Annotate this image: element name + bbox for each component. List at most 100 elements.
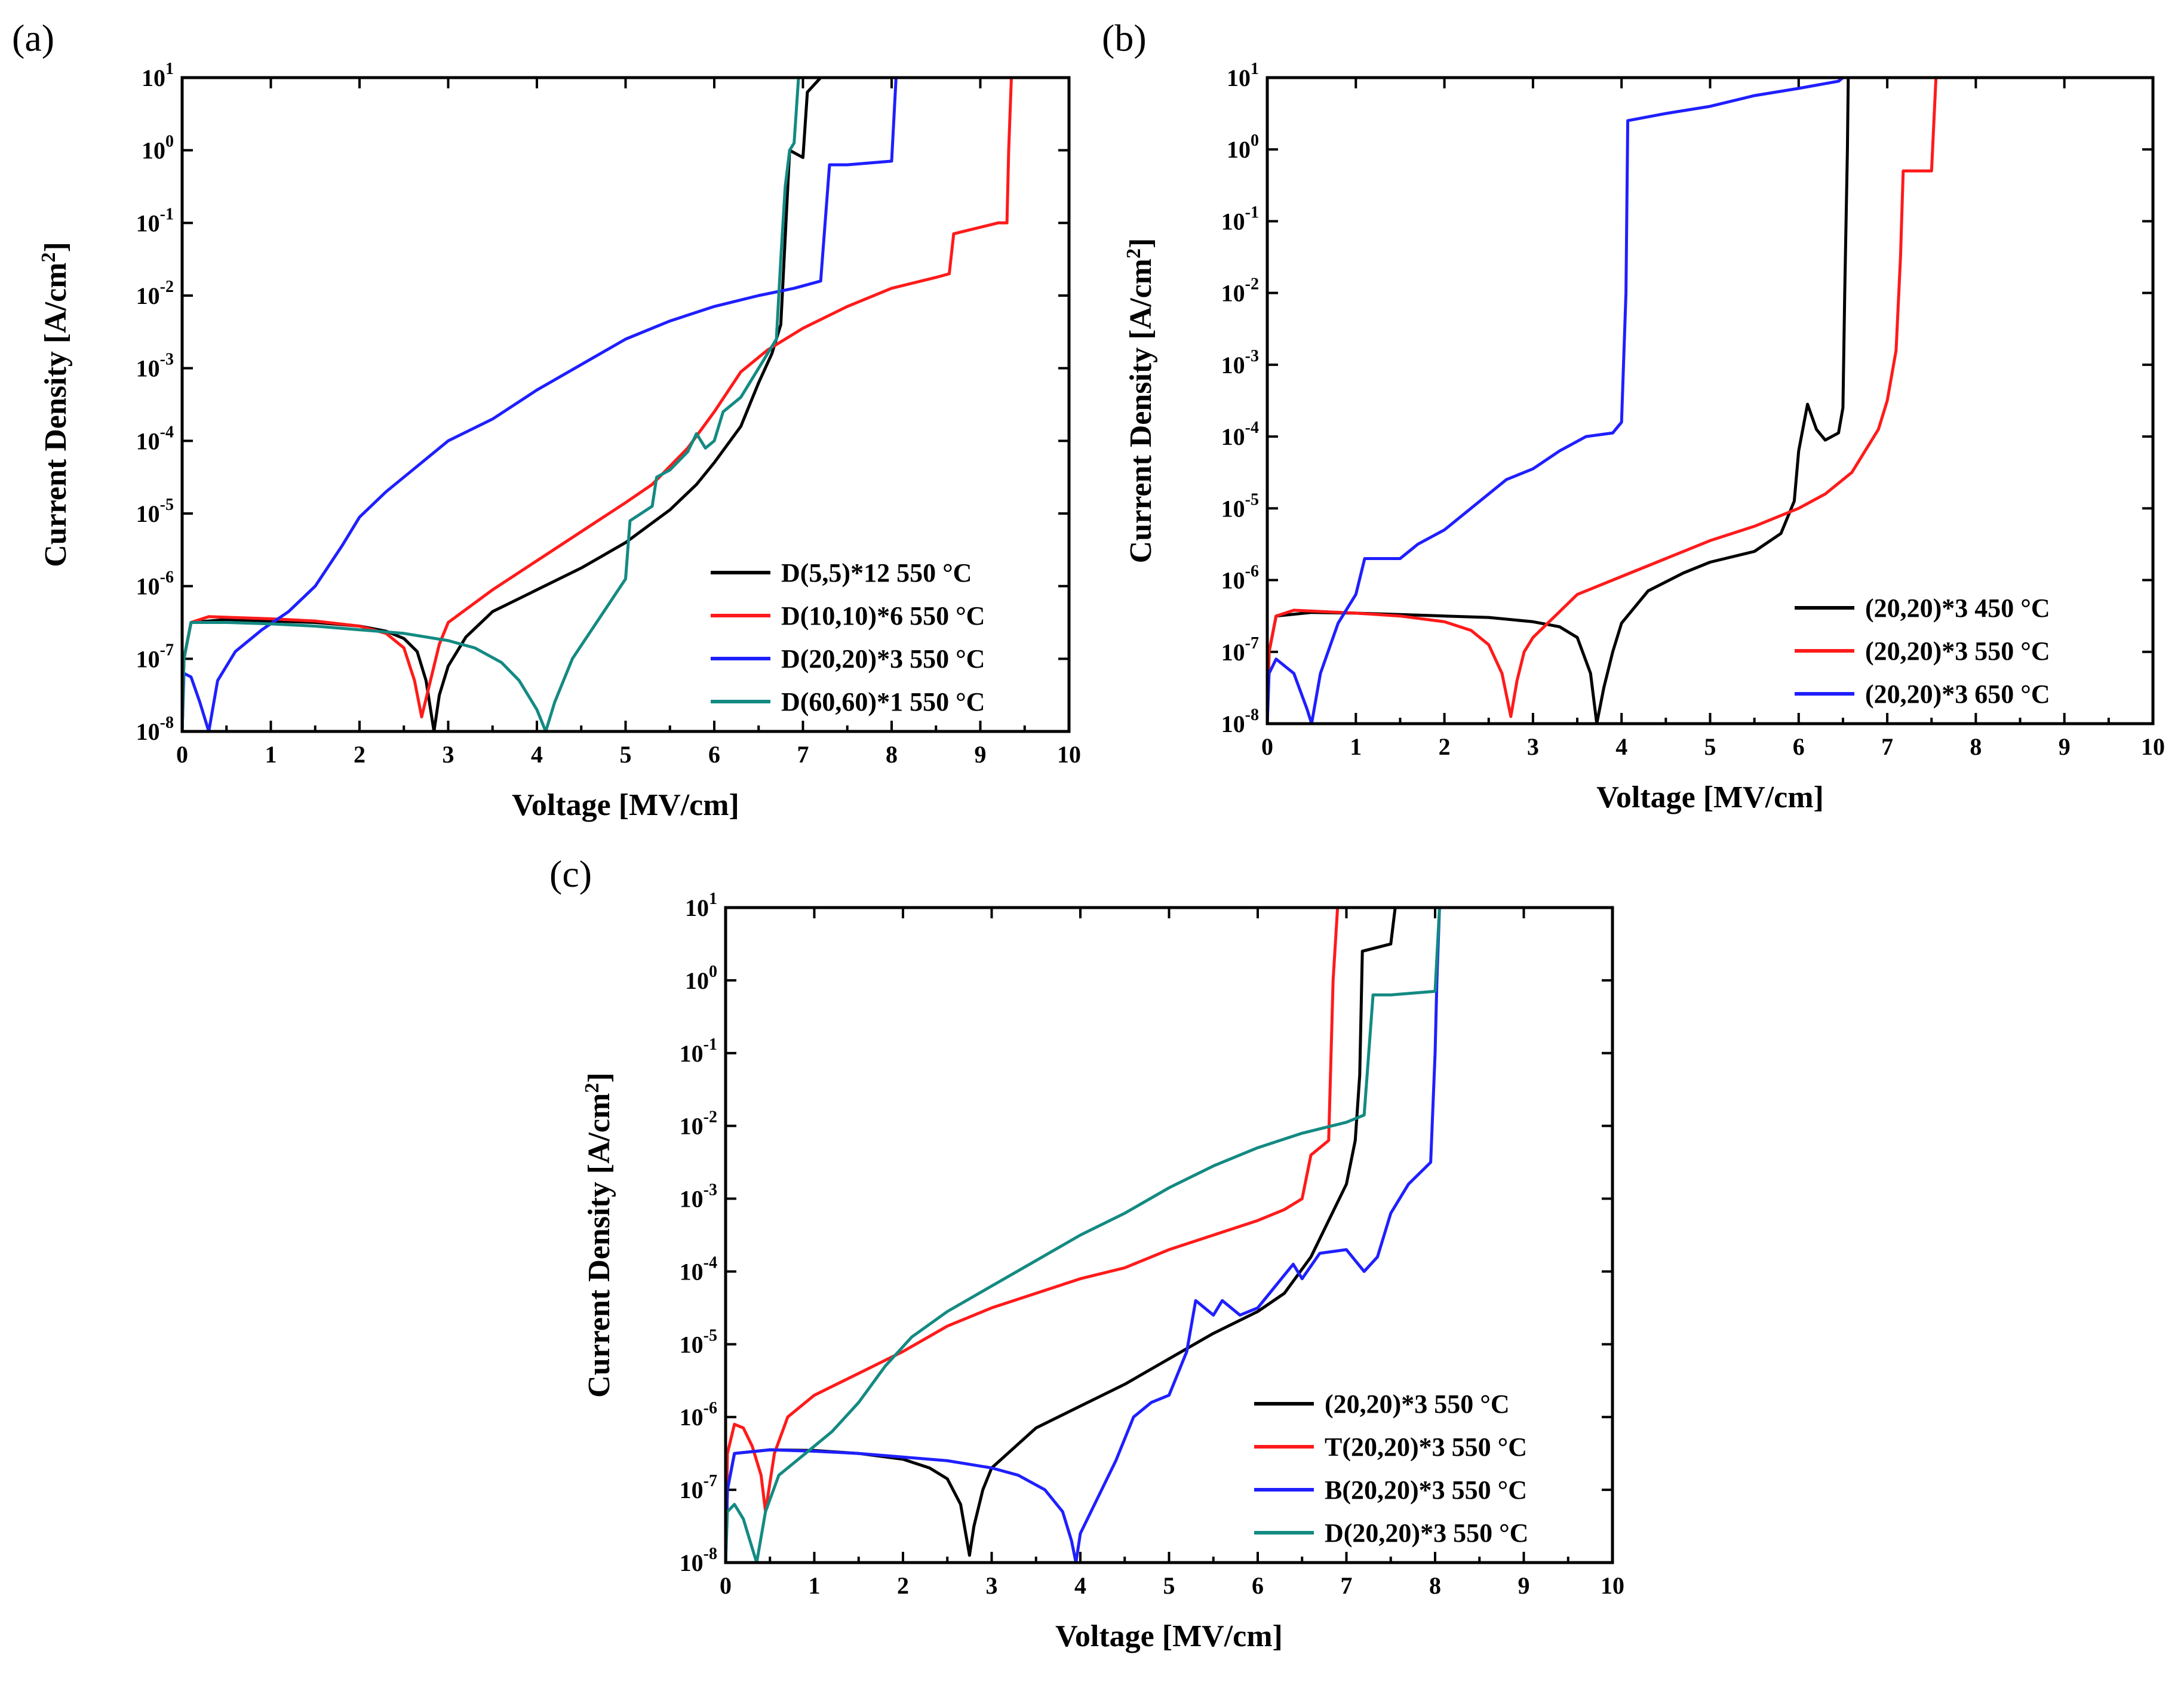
panel-a-y-tick-label--4: 10-4: [136, 423, 174, 454]
panel-c-x-tick-label-3: 3: [986, 1572, 998, 1599]
panel-c-legend-label-2: T(20,20)*3 550 °C: [1325, 1432, 1527, 1462]
panel-a-x-tick-label-7: 7: [797, 741, 809, 768]
panel-a-y-tick-label-1: 101: [142, 60, 174, 91]
panel-a-ticks: 0 1 2 3 4 5 6 7 8 9 10 101 100 10-1 10-2 10-3 10-4 10-5 10…: [136, 60, 1081, 768]
panel-c-x-tick-label-9: 9: [1518, 1572, 1530, 1599]
panel-a-y-tick-label--2: 10-2: [136, 278, 174, 309]
panel-a-y-tick-label--6: 10-6: [136, 568, 174, 600]
panel-c-y-tick-label--3: 10-3: [680, 1181, 717, 1213]
panel-a-series-4-line: [180, 76, 804, 733]
panel-c-y-tick-label--6: 10-6: [680, 1399, 717, 1431]
panel-b-y-tick-label--1: 10-1: [1221, 203, 1259, 235]
panel-b-legend-label-3: (20,20)*3 650 °C: [1865, 679, 2050, 709]
panel-c-x-tick-label-4: 4: [1074, 1572, 1086, 1599]
panel-a-y-tick-label--1: 10-1: [136, 205, 174, 236]
panel-c-series-2-line: [724, 906, 1340, 1564]
panel-b-y-tick-label--7: 10-7: [1221, 634, 1259, 666]
panel-a-series-2-line: [180, 76, 1018, 733]
panel-c-y-tick-label--7: 10-7: [680, 1472, 717, 1503]
panel-b-y-tick-label-1: 101: [1227, 60, 1259, 91]
panel-b-x-tick-label-5: 5: [1704, 733, 1716, 760]
panel-b-y-tick-label--8: 10-8: [1221, 706, 1259, 737]
panel-a-y-tick-label--3: 10-3: [136, 350, 174, 382]
panel-a-x-tick-label-4: 4: [531, 741, 543, 768]
panel-a-x-tick-label-6: 6: [708, 741, 720, 768]
panel-c-y-tick-label--4: 10-4: [680, 1253, 717, 1285]
panel-b-frame: [1265, 76, 2155, 725]
panel-a-x-tick-label-3: 3: [443, 741, 454, 768]
panel-label-b: (b): [1102, 17, 1147, 59]
panel-b-x-tick-label-0: 0: [1261, 733, 1273, 760]
panel-c-series-4-line: [724, 906, 1446, 1564]
panel-b: (b) 0 1 2 3 4 5 6 7 8 9 10 101 100 10-1 10-2 10-3 10-4 10…: [1102, 17, 2165, 814]
panel-a-x-axis-title: Voltage [MV/cm]: [512, 788, 739, 822]
panel-b-x-tick-label-2: 2: [1439, 733, 1451, 760]
panel-b-legend: (20,20)*3 450 °C (20,20)*3 550 °C (20,20)*…: [1795, 594, 2050, 709]
panel-a-x-tick-label-2: 2: [354, 741, 365, 768]
panel-b-x-tick-label-1: 1: [1350, 733, 1362, 760]
panel-a-legend-label-2: D(10,10)*6 550 °C: [781, 601, 985, 631]
panel-label-c: (c): [549, 853, 592, 895]
panel-c-y-tick-label--2: 10-2: [680, 1108, 717, 1140]
panel-c-x-tick-label-0: 0: [720, 1572, 732, 1599]
panel-b-series-1-line: [1265, 76, 1850, 725]
panel-c-legend-label-4: D(20,20)*3 550 °C: [1325, 1518, 1528, 1548]
panel-c-x-tick-label-7: 7: [1341, 1572, 1353, 1599]
panel-c-series-3-line: [724, 906, 1441, 1564]
panel-a-y-tick-label--5: 10-5: [136, 496, 174, 527]
panel-a-y-axis-title: Current Density [A/cm2]: [38, 242, 73, 567]
panel-b-x-tick-label-7: 7: [1881, 733, 1893, 760]
panel-a-series-1-line: [180, 76, 827, 733]
panel-b-y-tick-label--3: 10-3: [1221, 347, 1259, 379]
panel-c-legend-label-3: B(20,20)*3 550 °C: [1325, 1475, 1527, 1505]
panel-c-y-tick-label-0: 100: [685, 963, 717, 994]
panel-b-legend-label-1: (20,20)*3 450 °C: [1865, 594, 2050, 623]
panel-c-legend-label-1: (20,20)*3 550 °C: [1325, 1389, 1510, 1419]
panel-b-series: [1265, 76, 1938, 725]
panel-a-legend-label-4: D(60,60)*1 550 °C: [781, 687, 985, 717]
panel-a-frame: [180, 76, 1071, 733]
panel-c-x-tick-label-5: 5: [1163, 1572, 1175, 1599]
panel-b-x-tick-label-10: 10: [2141, 733, 2165, 760]
panel-c-x-tick-label-8: 8: [1429, 1572, 1441, 1599]
panel-b-y-tick-label--5: 10-5: [1221, 490, 1259, 522]
panel-c-series-1-line: [724, 906, 1397, 1564]
panel-a-x-tick-label-9: 9: [975, 741, 987, 768]
panel-c-x-tick-label-1: 1: [809, 1572, 821, 1599]
panel-a-legend-label-3: D(20,20)*3 550 °C: [781, 644, 985, 674]
panel-b-y-tick-label--4: 10-4: [1221, 419, 1259, 450]
panel-a: (a) 0 1 2 3 4 5 6 7 8 9 10 101 100 10-1 10-2 10-3 10-4 10…: [12, 17, 1081, 822]
panel-c-x-axis-title: Voltage [MV/cm]: [1055, 1619, 1283, 1653]
panel-b-y-tick-label--6: 10-6: [1221, 562, 1259, 594]
panel-b-x-tick-label-4: 4: [1615, 733, 1627, 760]
panel-c-x-tick-label-10: 10: [1601, 1572, 1624, 1599]
panel-b-y-axis-title: Current Density [A/cm2]: [1123, 238, 1158, 564]
panel-c-series: [724, 906, 1446, 1564]
panel-a-series-3-line: [180, 76, 902, 733]
panel-c-y-tick-label-1: 101: [685, 890, 717, 921]
panel-label-a: (a): [12, 17, 54, 59]
panel-b-series-2-line: [1265, 76, 1938, 725]
panel-c-x-tick-label-2: 2: [897, 1572, 909, 1599]
panel-c: (c) 0 1 2 3 4 5 6 7 8 9 10 101 100 10-1 10-2 10-3 10-4 10…: [549, 853, 1624, 1653]
panel-a-x-tick-label-8: 8: [886, 741, 898, 768]
panel-a-y-tick-label--7: 10-7: [136, 641, 174, 672]
panel-c-y-tick-label--8: 10-8: [680, 1545, 717, 1576]
panel-c-y-tick-label--1: 10-1: [680, 1035, 717, 1067]
panel-c-legend: (20,20)*3 550 °C T(20,20)*3 550 °C B(20,20…: [1254, 1389, 1528, 1548]
panel-b-x-tick-label-9: 9: [2059, 733, 2071, 760]
panel-b-x-tick-label-8: 8: [1970, 733, 1982, 760]
panel-c-ticks: 0 1 2 3 4 5 6 7 8 9 10 101 100 10-1 10-2 10-3 10-4 10-5 10…: [680, 890, 1624, 1599]
panel-a-series: [180, 76, 1018, 733]
panel-b-legend-label-2: (20,20)*3 550 °C: [1865, 636, 2050, 666]
panel-a-x-tick-label-0: 0: [176, 741, 188, 768]
panel-c-y-axis-title: Current Density [A/cm2]: [581, 1072, 616, 1398]
panel-a-y-tick-label-0: 100: [142, 133, 174, 164]
panel-b-x-axis-title: Voltage [MV/cm]: [1596, 780, 1824, 814]
panel-a-x-tick-label-10: 10: [1057, 741, 1081, 768]
panel-a-x-tick-label-5: 5: [620, 741, 632, 768]
panel-b-x-tick-label-6: 6: [1793, 733, 1805, 760]
panel-b-x-tick-label-3: 3: [1527, 733, 1539, 760]
panel-b-y-tick-label--2: 10-2: [1221, 275, 1259, 307]
